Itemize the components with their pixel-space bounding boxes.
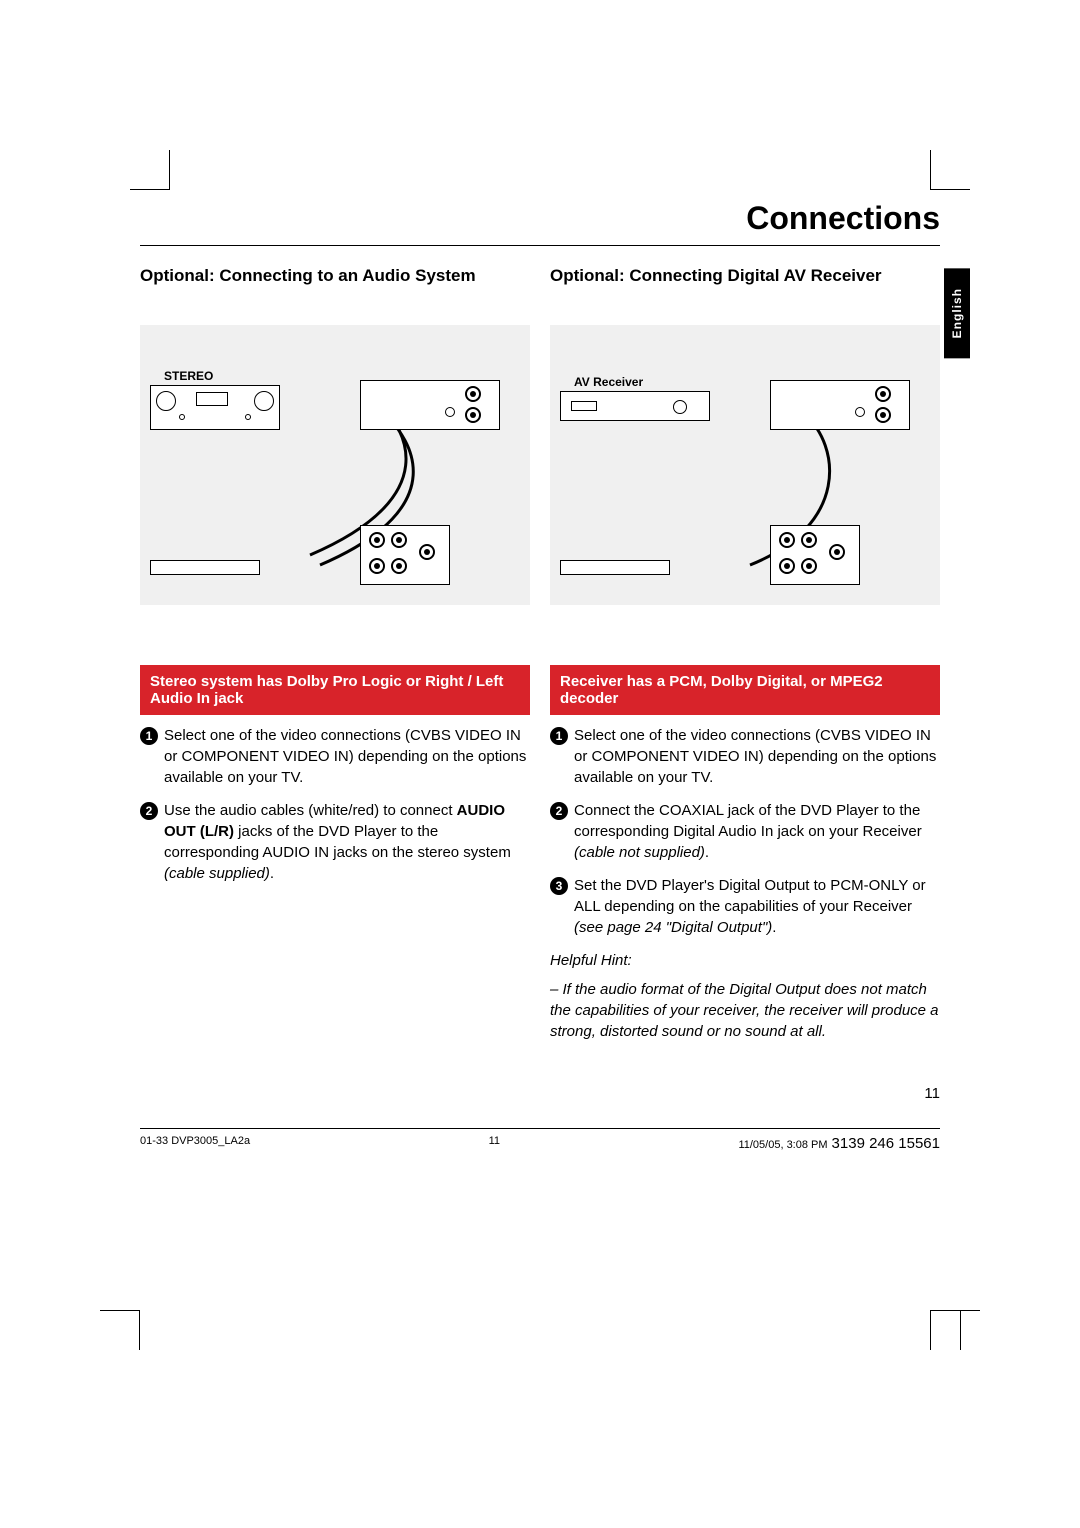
step-number-icon: 1 [550, 727, 568, 745]
step-text: Select one of the video connections (CVB… [164, 725, 530, 788]
language-tab: English [944, 268, 970, 358]
columns: Optional: Connecting to an Audio System … [140, 266, 940, 1042]
step-number-icon: 2 [550, 802, 568, 820]
crop-mark [100, 1310, 140, 1350]
left-diagram: STEREO [140, 325, 530, 605]
footer: 01-33 DVP3005_LA2a 11 11/05/05, 3:08 PM … [140, 1128, 940, 1152]
text-run: Use the audio cables (white/red) to conn… [164, 802, 457, 819]
left-banner: Stereo system has Dolby Pro Logic or Rig… [140, 665, 530, 715]
page-content: Connections English Optional: Connecting… [140, 200, 940, 1042]
footer-part-number: 3139 246 15561 [832, 1135, 940, 1152]
page-title: Connections [140, 200, 940, 237]
crop-mark [150, 150, 170, 190]
text-italic: (cable not supplied) [574, 844, 705, 861]
crop-mark [930, 150, 970, 190]
step-text: Use the audio cables (white/red) to conn… [164, 800, 530, 884]
step-item: 3 Set the DVD Player's Digital Output to… [550, 875, 940, 938]
text-run: Set the DVD Player's Digital Output to P… [574, 877, 926, 915]
step-item: 2 Connect the COAXIAL jack of the DVD Pl… [550, 800, 940, 863]
dvd-rear-panel [360, 525, 450, 585]
step-number-icon: 1 [140, 727, 158, 745]
right-column: Optional: Connecting Digital AV Receiver… [550, 266, 940, 1042]
footer-mid-page: 11 [489, 1135, 500, 1152]
right-banner: Receiver has a PCM, Dolby Digital, or MP… [550, 665, 940, 715]
text-italic: (see page 24 "Digital Output") [574, 919, 772, 936]
dvd-player-front [560, 560, 670, 575]
page-number: 11 [924, 1085, 940, 1102]
step-text: Select one of the video connections (CVB… [574, 725, 940, 788]
text-run: . [270, 865, 274, 882]
hint-title: Helpful Hint: [550, 950, 940, 971]
step-number-icon: 2 [140, 802, 158, 820]
step-item: 1 Select one of the video connections (C… [140, 725, 530, 788]
dvd-player-front [150, 560, 260, 575]
hint-body: – If the audio format of the Digital Out… [550, 979, 940, 1042]
footer-doc-ref: 01-33 DVP3005_LA2a [140, 1135, 250, 1152]
step-item: 1 Select one of the video connections (C… [550, 725, 940, 788]
step-text: Set the DVD Player's Digital Output to P… [574, 875, 940, 938]
footer-timestamp: 11/05/05, 3:08 PM [738, 1139, 827, 1151]
stereo-rear-panel [360, 380, 500, 430]
text-italic: (cable supplied) [164, 865, 270, 882]
left-heading: Optional: Connecting to an Audio System [140, 266, 530, 310]
right-heading: Optional: Connecting Digital AV Receiver [550, 266, 940, 310]
right-diagram: AV Receiver [550, 325, 940, 605]
text-run: . [705, 844, 709, 861]
crop-mark [960, 1310, 980, 1350]
receiver-rear-panel [770, 380, 910, 430]
step-item: 2 Use the audio cables (white/red) to co… [140, 800, 530, 884]
title-rule [140, 245, 940, 246]
step-text: Connect the COAXIAL jack of the DVD Play… [574, 800, 940, 863]
dvd-rear-panel [770, 525, 860, 585]
left-column: Optional: Connecting to an Audio System … [140, 266, 530, 1042]
text-run: . [772, 919, 776, 936]
text-run: Connect the COAXIAL jack of the DVD Play… [574, 802, 922, 840]
step-number-icon: 3 [550, 877, 568, 895]
